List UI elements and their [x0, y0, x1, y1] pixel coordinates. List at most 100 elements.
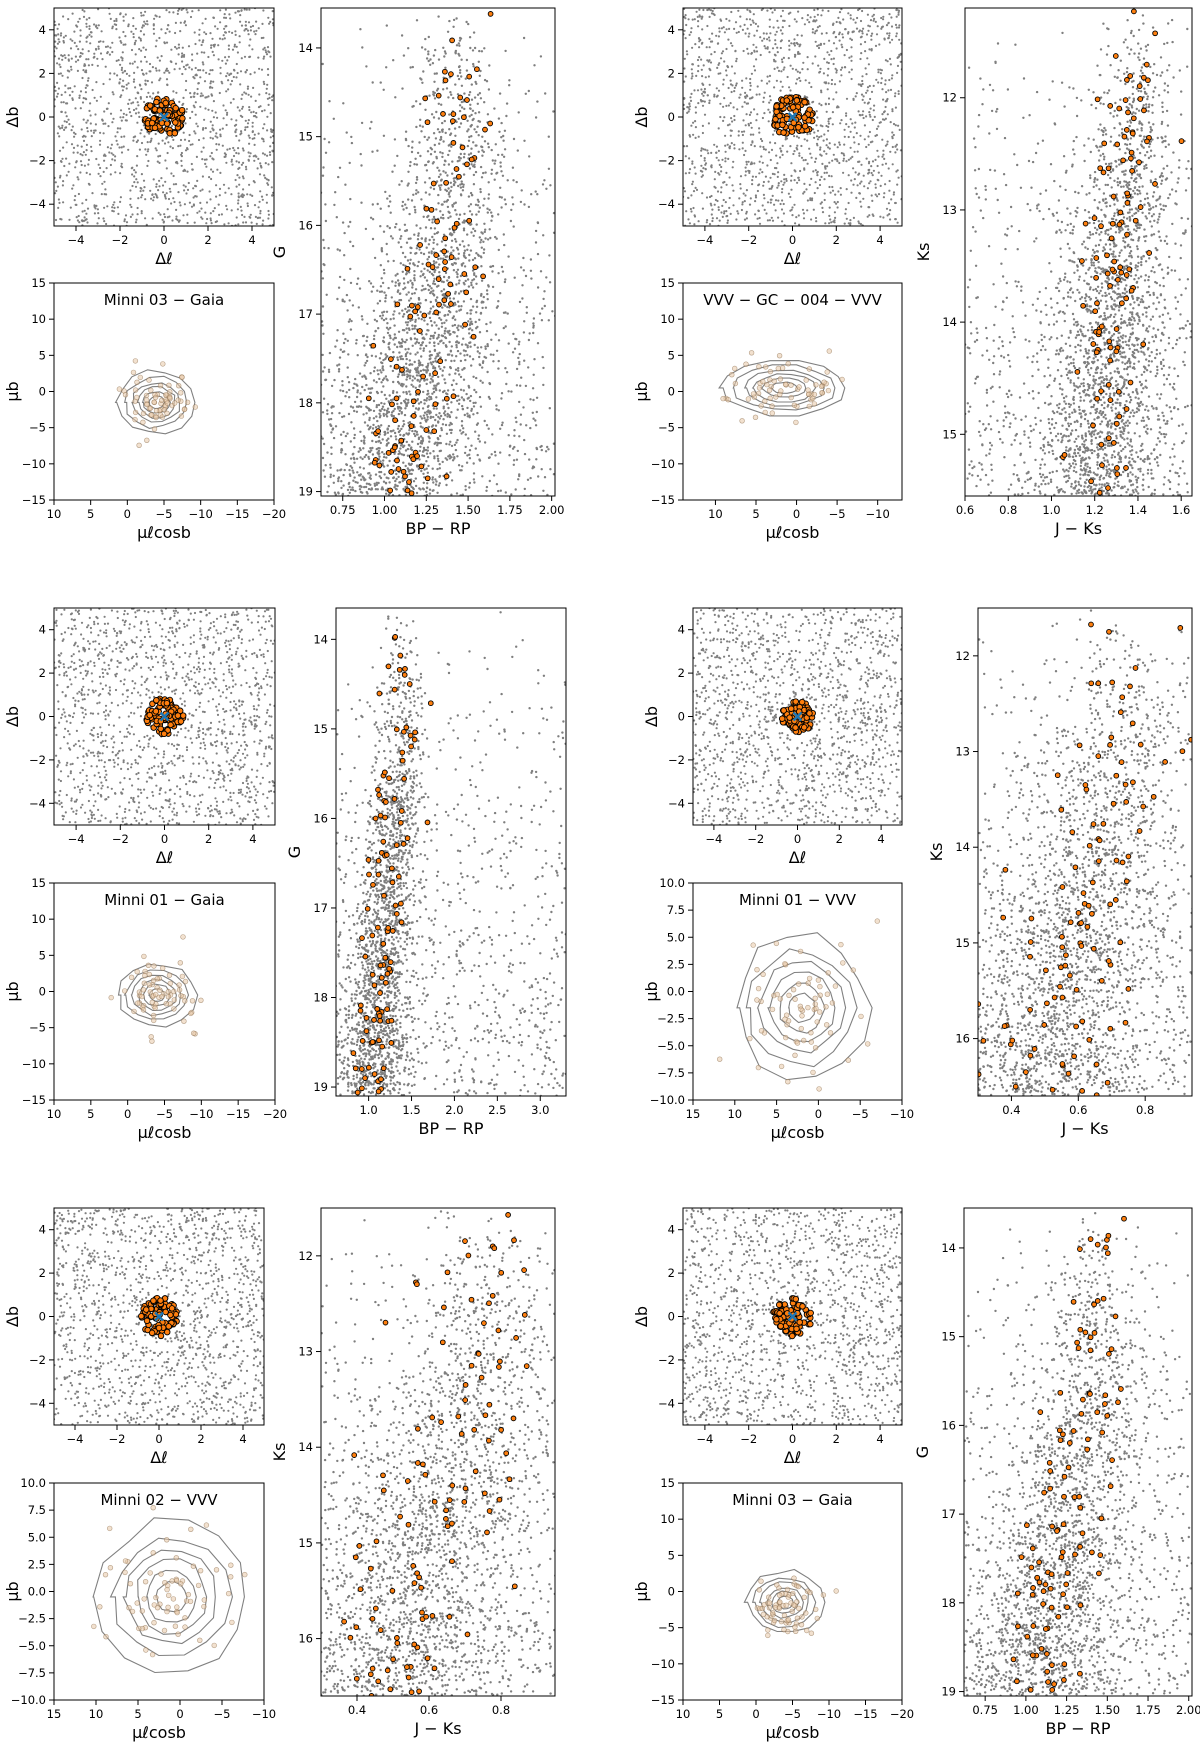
field-star [396, 380, 400, 384]
field-star [489, 353, 493, 356]
field-star [416, 238, 420, 241]
field-star [388, 394, 391, 397]
background-star [71, 12, 74, 15]
background-star [872, 84, 875, 87]
field-star [347, 412, 351, 416]
field-star [536, 193, 539, 196]
field-star [420, 251, 423, 255]
field-star [407, 347, 410, 351]
background-star [264, 162, 267, 165]
field-star [427, 392, 430, 395]
field-star [429, 337, 432, 340]
field-star [456, 335, 459, 338]
field-star [425, 486, 429, 490]
field-star [404, 203, 407, 206]
field-star [395, 391, 399, 394]
background-star [133, 169, 136, 172]
background-star [262, 48, 265, 51]
background-star [227, 48, 230, 51]
background-star [158, 69, 161, 72]
field-star [324, 464, 327, 467]
field-star [428, 398, 431, 401]
background-star [826, 51, 829, 54]
background-star [257, 56, 260, 59]
background-star [244, 221, 248, 224]
field-star [394, 479, 397, 483]
background-star [704, 148, 707, 151]
x-axis-label: Δℓ [155, 249, 173, 268]
field-star [321, 456, 325, 460]
field-star [425, 333, 428, 336]
background-star [697, 220, 700, 223]
field-star [432, 90, 435, 94]
background-star [85, 40, 88, 43]
background-star [869, 107, 872, 110]
background-star [894, 124, 897, 127]
background-star [241, 175, 244, 178]
background-star [247, 151, 250, 154]
background-star [700, 88, 703, 91]
background-star [223, 223, 226, 226]
background-star [140, 11, 143, 14]
field-star [378, 447, 381, 450]
field-star [509, 444, 512, 447]
field-star [446, 205, 450, 209]
background-star [144, 79, 147, 82]
field-star [504, 278, 507, 281]
field-star [469, 345, 472, 348]
field-star [380, 381, 383, 384]
background-star [102, 82, 105, 86]
field-star [359, 456, 362, 459]
background-star [876, 25, 879, 28]
background-star [219, 9, 222, 12]
field-star [458, 279, 461, 282]
field-star [411, 379, 414, 382]
background-star [762, 100, 765, 103]
pm-member-star [167, 389, 173, 395]
field-star [421, 284, 424, 288]
field-star [420, 289, 423, 292]
field-star [395, 472, 398, 476]
field-star [360, 439, 363, 443]
background-star [152, 32, 156, 35]
background-star [115, 59, 118, 63]
field-star [422, 252, 426, 256]
field-star [452, 453, 455, 456]
field-star [408, 371, 411, 374]
background-star [210, 222, 213, 225]
member-star [429, 264, 436, 270]
background-star [814, 181, 817, 184]
background-star [772, 133, 775, 136]
field-star [463, 451, 467, 455]
field-star [429, 334, 433, 338]
background-star [131, 213, 134, 216]
field-star [529, 476, 532, 480]
field-star [387, 441, 390, 445]
background-star [715, 34, 718, 37]
background-star [103, 220, 106, 223]
field-star [467, 128, 470, 131]
member-star [433, 252, 440, 258]
background-star [697, 70, 700, 73]
field-star [480, 50, 484, 53]
background-star [798, 179, 801, 182]
y-tick-label: −5 [29, 421, 46, 435]
field-star [344, 453, 347, 456]
field-star [380, 390, 383, 394]
background-star [91, 63, 94, 66]
field-star [459, 352, 462, 355]
background-star [766, 38, 769, 41]
member-star [388, 356, 394, 362]
background-star [215, 132, 218, 135]
background-star [221, 144, 224, 147]
field-star [450, 251, 453, 254]
background-star [749, 197, 752, 200]
field-star [450, 354, 454, 357]
background-star [706, 59, 709, 62]
field-star [432, 407, 436, 410]
field-star [401, 479, 404, 483]
background-star [85, 18, 88, 21]
field-star [407, 182, 410, 185]
field-star [397, 424, 400, 428]
field-star [452, 330, 455, 334]
